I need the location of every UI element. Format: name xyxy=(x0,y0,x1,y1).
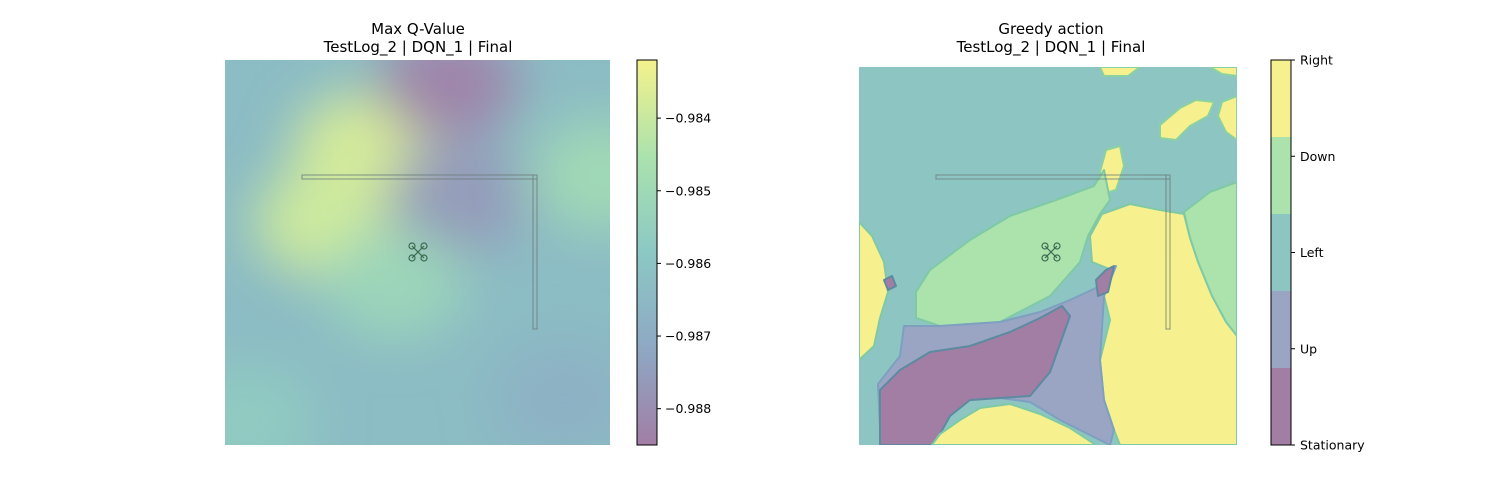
heatmap-hotspot xyxy=(225,366,315,445)
left-walls xyxy=(301,174,538,330)
heatmap-hotspot xyxy=(324,228,465,339)
right-subtitle: TestLog_2 | DQN_1 | Final xyxy=(956,38,1146,57)
colorbar-tick-label: −0.988 xyxy=(665,401,711,416)
region-stationary-small xyxy=(1095,265,1115,297)
colorbar-tick-label: Down xyxy=(1300,149,1335,164)
heatmap-hotspot xyxy=(378,60,519,139)
colorbar-segment-down xyxy=(1271,137,1291,214)
left-colorbar xyxy=(636,59,658,446)
right-colorbar-ticks: Right Down Left Up Stationary xyxy=(1291,53,1365,453)
left-title: Max Q-Value xyxy=(371,20,465,38)
region-right-left-edge xyxy=(859,221,889,361)
region-right-top-b xyxy=(1209,67,1237,77)
heatmap-hotspot xyxy=(493,343,610,445)
colorbar-segment-right xyxy=(1271,60,1291,137)
colorbar-tick-label: −0.985 xyxy=(665,183,711,198)
left-wall-vertical xyxy=(532,174,538,330)
region-right-upper xyxy=(1159,99,1215,141)
colorbar-tick-label: Right xyxy=(1300,53,1333,68)
region-right-main xyxy=(1089,203,1237,445)
right-action-map xyxy=(859,67,1237,445)
colorbar-segment-stationary xyxy=(1271,368,1291,445)
left-subtitle: TestLog_2 | DQN_1 | Final xyxy=(323,38,513,57)
colorbar-segment-left xyxy=(1271,214,1291,291)
region-right-top-a xyxy=(1099,67,1141,77)
colorbar-segment-up xyxy=(1271,291,1291,368)
left-colorbar-ticks: −0.984 −0.985 −0.986 −0.987 −0.988 xyxy=(657,111,711,416)
heatmap-hotspot xyxy=(532,120,610,231)
left-heatmap xyxy=(225,60,610,445)
heatmap-hotspot xyxy=(386,143,526,254)
right-wall-vertical xyxy=(1165,174,1171,330)
drone-icon xyxy=(408,242,428,262)
colorbar-tick-label: −0.987 xyxy=(665,329,711,344)
colorbar-tick-label: Left xyxy=(1300,245,1324,260)
right-colorbar xyxy=(1270,59,1292,446)
colorbar-tick-label: Stationary xyxy=(1300,438,1365,453)
region-stationary-dot xyxy=(883,275,897,291)
region-right-edge xyxy=(1217,95,1237,141)
colorbar-tick-label: −0.984 xyxy=(665,111,711,126)
colorbar-tick-label: Up xyxy=(1300,341,1317,356)
region-right-bottom xyxy=(931,403,1097,445)
colorbar-tick-label: −0.986 xyxy=(665,256,711,271)
right-walls xyxy=(935,174,1171,330)
drone-icon xyxy=(1041,242,1061,262)
right-title: Greedy action xyxy=(998,20,1103,38)
